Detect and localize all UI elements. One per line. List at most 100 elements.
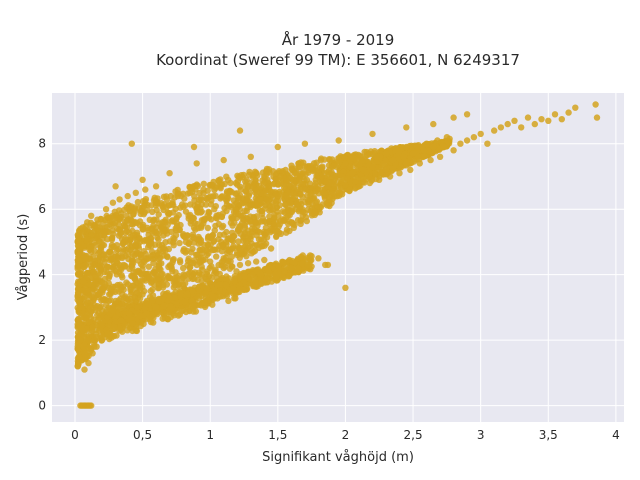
data-point <box>260 190 267 197</box>
data-point <box>113 247 121 254</box>
data-point <box>235 173 242 181</box>
data-point <box>286 272 293 280</box>
data-point <box>88 212 95 219</box>
data-point <box>89 323 96 331</box>
data-point <box>315 183 322 190</box>
data-point <box>92 306 99 314</box>
data-point <box>196 246 203 254</box>
data-point <box>154 276 162 283</box>
data-point <box>335 137 342 144</box>
data-point <box>349 170 356 177</box>
data-point <box>274 192 281 200</box>
data-point <box>232 206 239 213</box>
data-point <box>158 200 165 207</box>
data-point <box>386 173 394 180</box>
data-point <box>75 271 83 278</box>
data-point <box>280 217 287 225</box>
data-point <box>319 163 326 170</box>
data-point <box>173 307 180 314</box>
data-point <box>186 189 194 196</box>
data-point <box>323 178 330 185</box>
data-point <box>283 177 290 184</box>
data-point <box>143 237 151 244</box>
data-point <box>215 261 222 269</box>
data-point <box>212 266 219 273</box>
data-point <box>139 225 146 233</box>
data-point <box>128 258 135 265</box>
data-point <box>82 287 90 295</box>
data-point <box>204 224 212 232</box>
data-point <box>114 255 122 263</box>
data-point <box>202 275 210 283</box>
data-point <box>290 224 297 231</box>
data-point <box>218 193 225 201</box>
data-point <box>123 224 131 231</box>
data-point <box>112 183 119 190</box>
data-point <box>84 219 91 226</box>
data-point <box>272 228 279 235</box>
data-point <box>176 239 183 247</box>
data-point <box>170 284 177 291</box>
y-tick-label: 4 <box>38 268 46 282</box>
data-point <box>208 274 215 281</box>
data-point <box>158 271 165 278</box>
data-point <box>236 127 244 134</box>
x-tick-label: 0,5 <box>133 428 152 442</box>
data-point <box>232 190 239 198</box>
y-tick-label: 6 <box>38 202 46 216</box>
data-point <box>174 192 181 200</box>
data-point <box>230 285 237 292</box>
data-point <box>281 268 288 275</box>
data-point <box>240 286 247 294</box>
data-point <box>243 176 250 183</box>
data-point <box>538 116 545 123</box>
data-point <box>236 225 244 233</box>
data-point <box>93 233 101 241</box>
data-point <box>264 267 272 274</box>
data-point <box>100 284 107 291</box>
data-point <box>150 259 157 267</box>
data-point <box>166 210 173 217</box>
data-point <box>380 160 387 167</box>
data-point <box>119 240 126 248</box>
data-point <box>136 284 143 291</box>
data-point <box>267 188 274 195</box>
data-point <box>149 297 156 304</box>
data-point <box>504 120 511 128</box>
data-point <box>190 143 198 151</box>
data-point <box>177 291 184 298</box>
data-point <box>332 163 340 170</box>
data-point <box>441 143 448 151</box>
data-point <box>152 199 160 206</box>
data-point <box>219 222 227 230</box>
data-point <box>123 297 130 305</box>
data-point <box>277 230 285 237</box>
data-point <box>279 274 286 281</box>
y-axis-label: Vågperiod (s) <box>16 214 31 301</box>
data-point <box>353 156 360 164</box>
data-point <box>216 270 223 278</box>
data-point <box>346 163 354 170</box>
data-point <box>196 271 203 278</box>
data-point <box>82 261 90 269</box>
data-point <box>117 229 125 236</box>
data-point <box>369 163 376 170</box>
data-point <box>193 261 200 269</box>
data-point <box>201 298 208 306</box>
data-point <box>491 127 498 134</box>
data-point <box>171 278 179 285</box>
data-point <box>200 186 207 193</box>
data-point <box>78 304 85 311</box>
data-point <box>249 225 256 232</box>
data-point <box>182 280 189 287</box>
data-point <box>104 264 111 271</box>
data-point <box>187 201 194 208</box>
data-point <box>154 249 161 256</box>
data-point <box>202 247 209 254</box>
data-point <box>223 228 230 236</box>
data-point <box>297 220 304 228</box>
data-point <box>274 143 281 151</box>
data-point <box>360 176 367 183</box>
data-point <box>155 297 162 305</box>
